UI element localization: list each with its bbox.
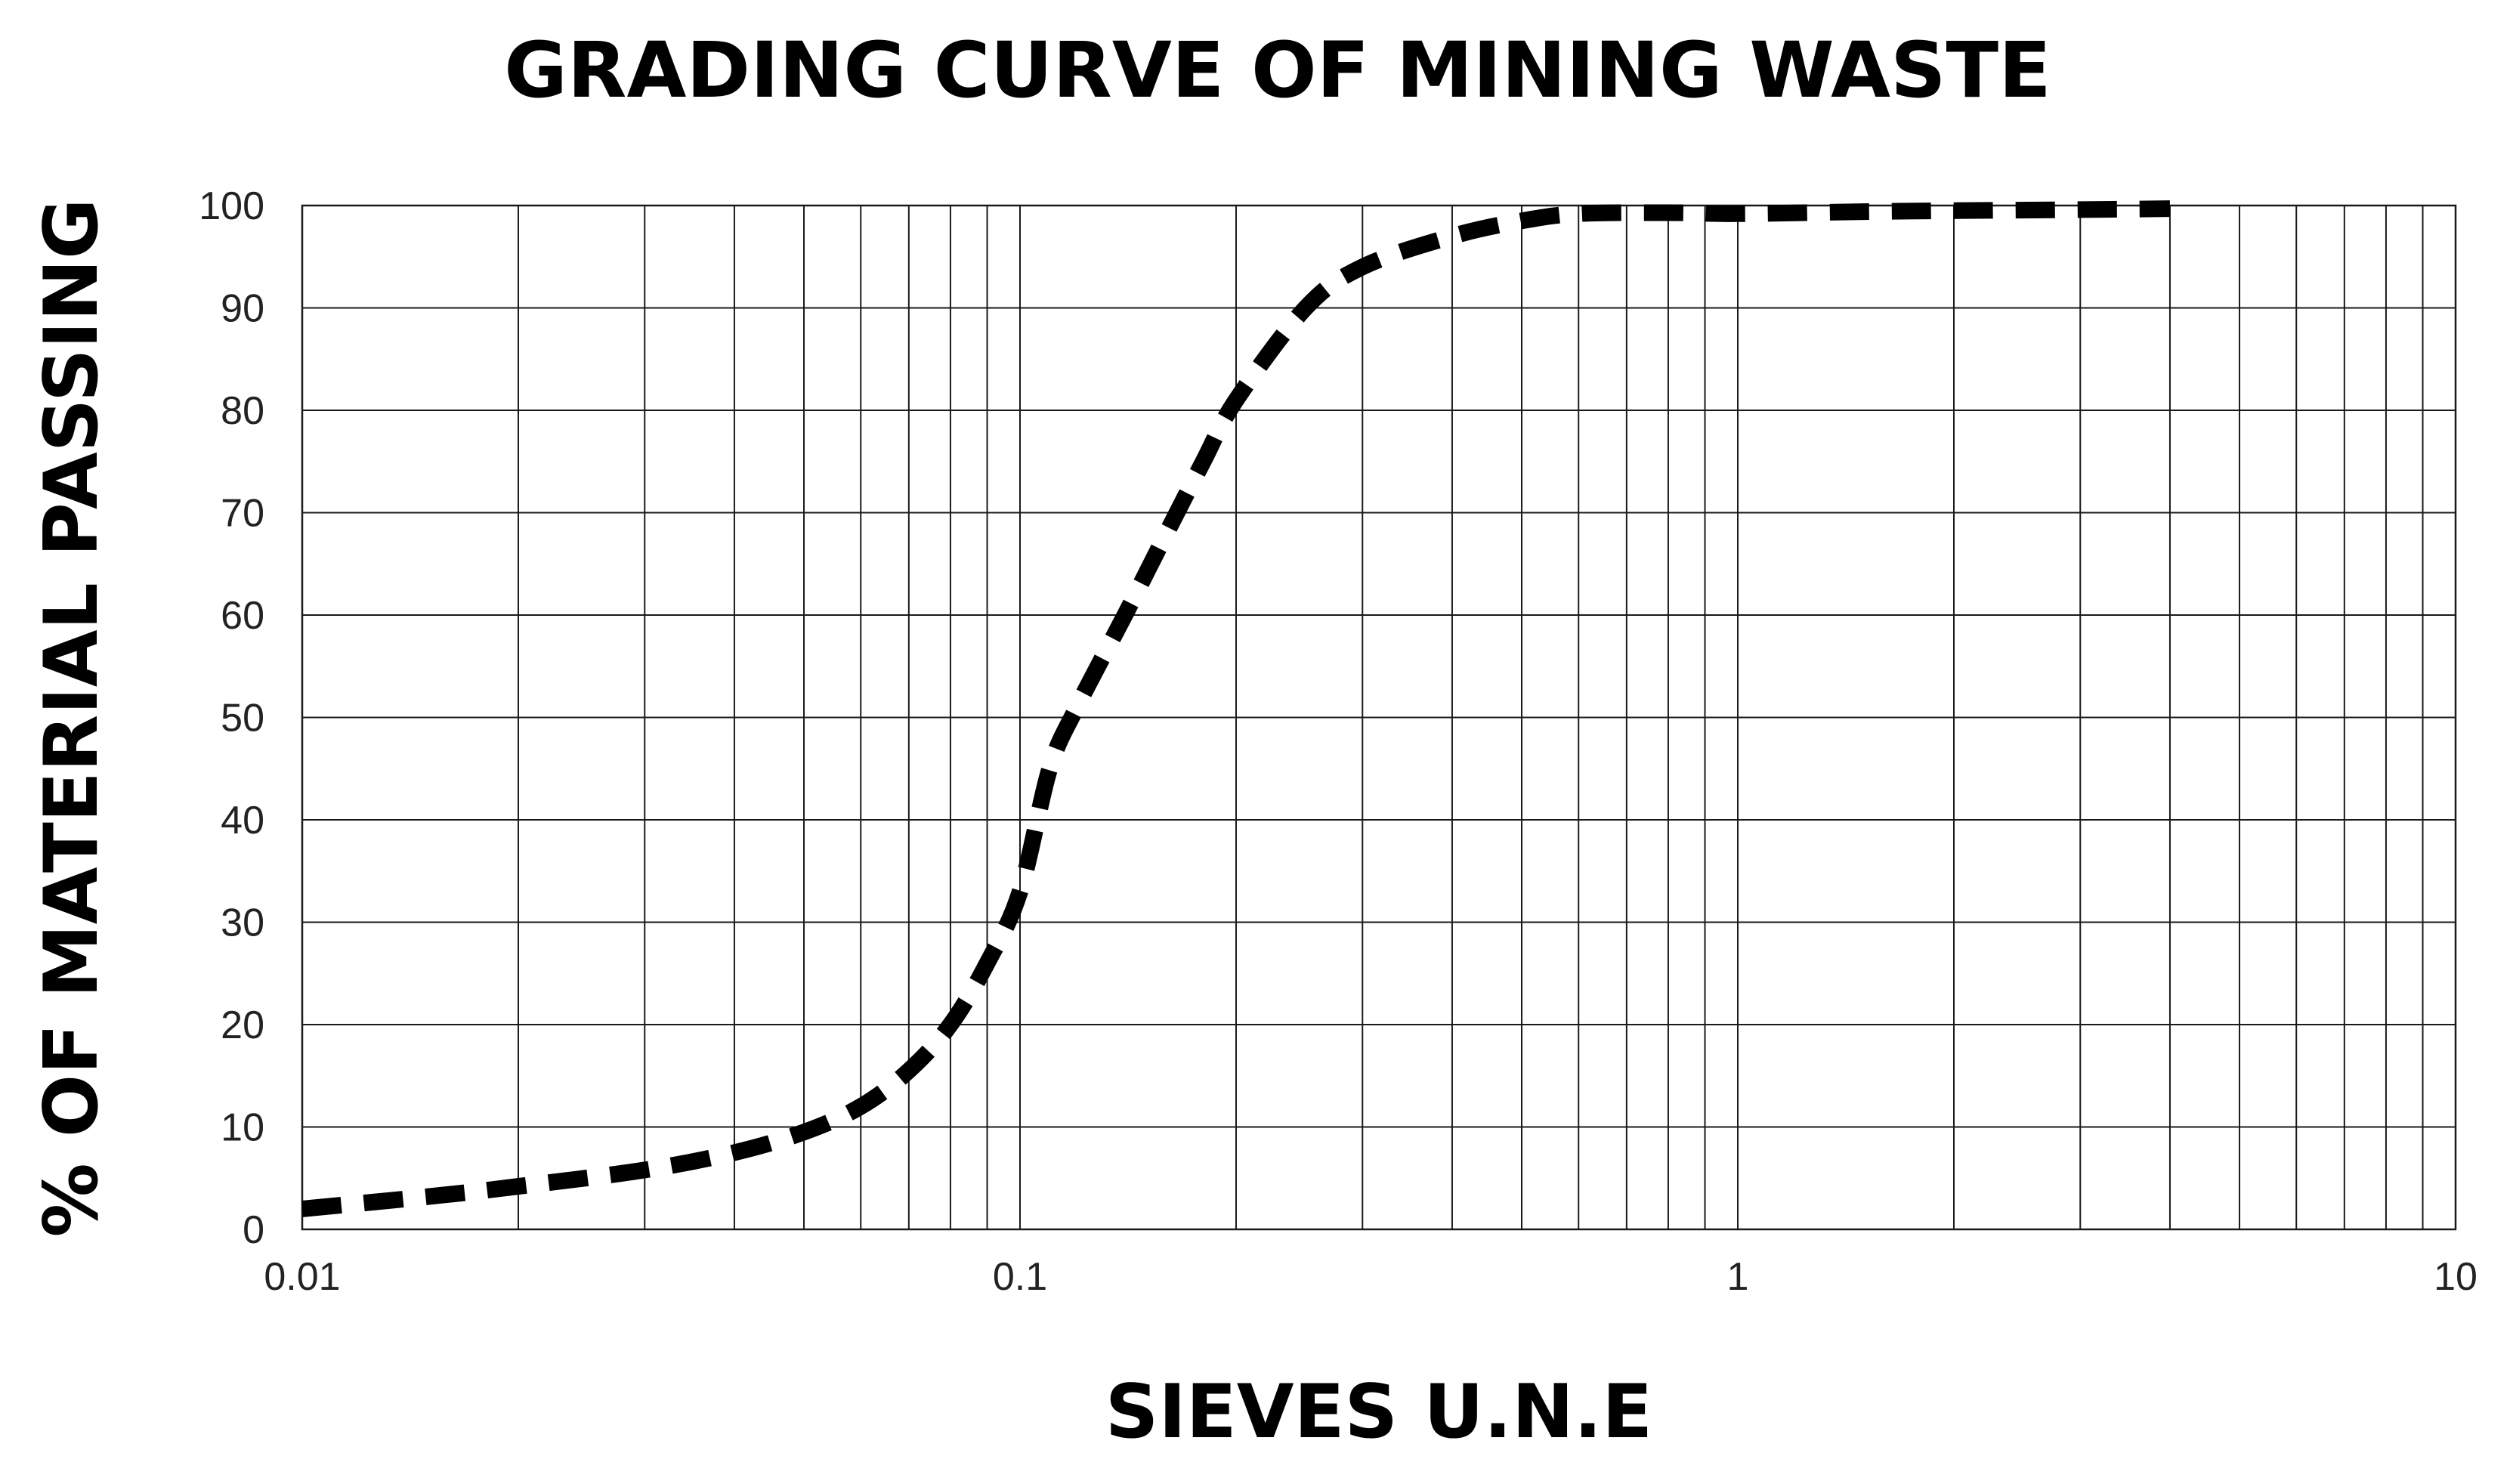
y-axis-ticks: 0 10 20 30 40 50 60 70 80 90 100 [199, 184, 264, 1252]
chart-title: GRADING CURVE OF MINING WASTE [504, 26, 2051, 116]
y-tick-label: 50 [221, 697, 264, 740]
series-line-grading-curve [301, 200, 2171, 1217]
x-tick-label: 0.1 [993, 1255, 1047, 1299]
y-tick-label: 10 [221, 1106, 264, 1150]
y-tick-label: 0 [243, 1208, 264, 1252]
y-tick-label: 70 [221, 492, 264, 536]
grid [301, 205, 2456, 1230]
plot-area-frame [301, 204, 2457, 1231]
x-axis-ticks: 0.01 0.1 1 10 [264, 1255, 2477, 1299]
x-tick-label: 10 [2434, 1255, 2477, 1299]
y-tick-label: 90 [221, 287, 264, 331]
y-tick-label: 20 [221, 1003, 264, 1047]
y-tick-label: 100 [199, 184, 264, 228]
y-axis-title: % OF MATERIAL PASSING [29, 199, 115, 1238]
y-tick-label: 40 [221, 799, 264, 842]
x-axis-title: SIEVES U.N.E [1105, 1369, 1652, 1455]
y-tick-label: 60 [221, 594, 264, 638]
y-tick-label: 80 [221, 389, 264, 433]
x-tick-label: 0.01 [264, 1255, 340, 1299]
y-tick-label: 30 [221, 901, 264, 945]
x-tick-label: 1 [1727, 1255, 1749, 1299]
